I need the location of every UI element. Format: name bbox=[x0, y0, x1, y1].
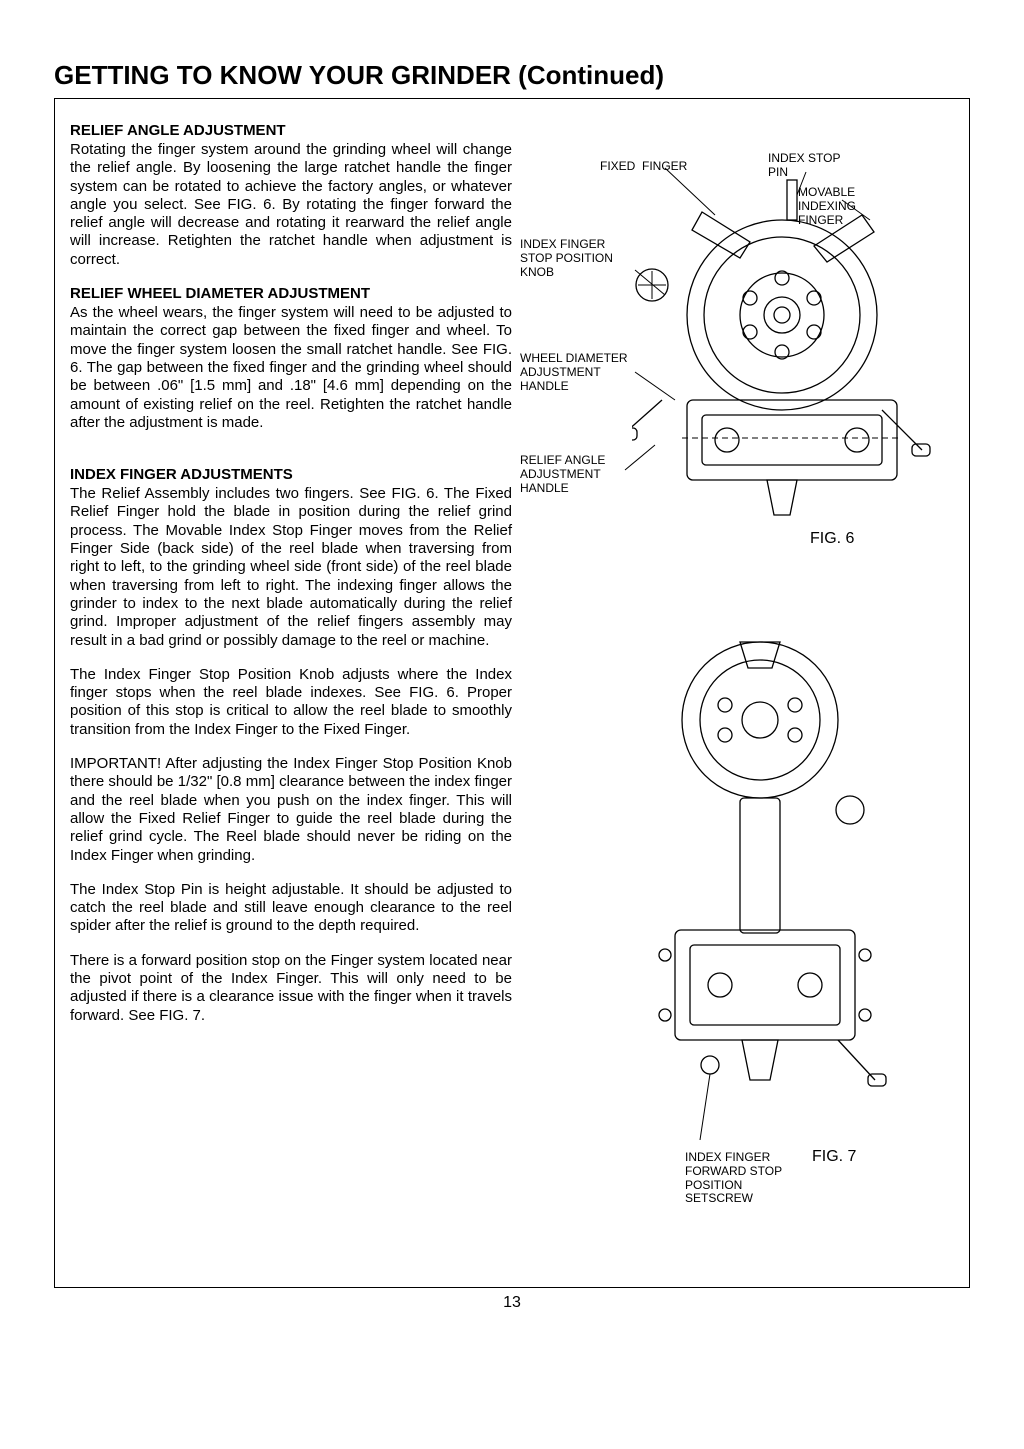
index-finger-p2: The Index Finger Stop Position Knob adju… bbox=[70, 666, 512, 739]
relief-wheel-body: As the wheel wears, the finger system wi… bbox=[70, 304, 512, 432]
figure-6-diagram bbox=[632, 170, 932, 520]
index-finger-p5: There is a forward position stop on the … bbox=[70, 952, 512, 1025]
index-finger-p3: IMPORTANT! After adjusting the Index Fin… bbox=[70, 755, 512, 865]
label-fixed-finger: FIXED FINGER bbox=[600, 160, 687, 174]
label-index-finger-stop-position-knob: INDEX FINGER STOP POSITION KNOB bbox=[520, 238, 613, 279]
label-index-finger-forward-stop: INDEX FINGER FORWARD STOP POSITION SETSC… bbox=[685, 1151, 782, 1206]
index-finger-heading: INDEX FINGER ADJUSTMENTS bbox=[70, 466, 512, 483]
left-column: RELIEF ANGLE ADJUSTMENT Rotating the fin… bbox=[70, 122, 512, 1041]
figure-7-caption: FIG. 7 bbox=[812, 1148, 856, 1166]
label-index-stop-pin: INDEX STOP PIN bbox=[768, 152, 840, 180]
label-wheel-diameter-adjustment-handle: WHEEL DIAMETER ADJUSTMENT HANDLE bbox=[520, 352, 628, 393]
page-title: GETTING TO KNOW YOUR GRINDER (Continued) bbox=[0, 0, 1024, 97]
label-movable-indexing-finger: MOVABLE INDEXING FINGER bbox=[798, 186, 856, 227]
page-number: 13 bbox=[0, 1294, 1024, 1312]
figure-7-diagram bbox=[620, 620, 890, 1140]
relief-angle-body: Rotating the finger system around the gr… bbox=[70, 141, 512, 269]
label-relief-angle-adjustment-handle: RELIEF ANGLE ADJUSTMENT HANDLE bbox=[520, 454, 605, 495]
relief-angle-heading: RELIEF ANGLE ADJUSTMENT bbox=[70, 122, 512, 139]
index-finger-p1: The Relief Assembly includes two fingers… bbox=[70, 485, 512, 650]
index-finger-p4: The Index Stop Pin is height adjustable.… bbox=[70, 881, 512, 936]
relief-wheel-heading: RELIEF WHEEL DIAMETER ADJUSTMENT bbox=[70, 285, 512, 302]
figure-6-caption: FIG. 6 bbox=[810, 530, 854, 548]
